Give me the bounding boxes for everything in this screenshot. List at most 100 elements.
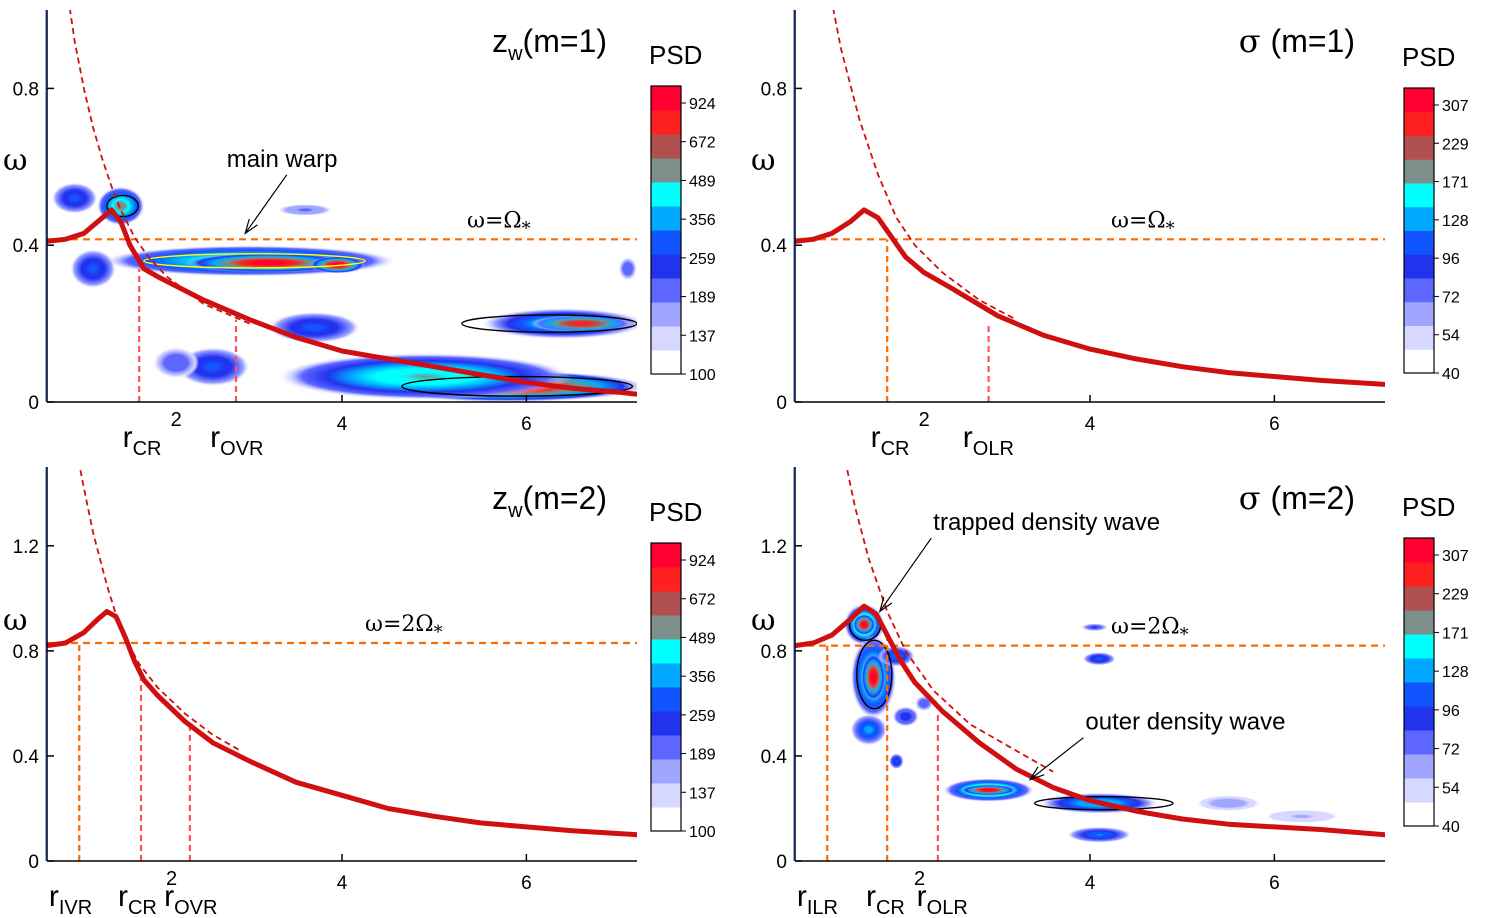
colorbar-tick-label: 672 [689,592,716,609]
y-tick-label: 0 [28,393,39,414]
hline-main: ω=2Ω [365,612,434,637]
hline-main: ω=Ω [1111,208,1166,233]
colorbar-swatch [651,302,681,327]
x-tick-label: 6 [521,414,532,435]
colorbar-swatch [651,86,681,111]
r-superscript: 2 [166,868,177,890]
frequency-curve [47,609,637,838]
y-tick-label: 0 [28,852,39,873]
colorbar-tick-label: 229 [1442,136,1469,153]
r-superscript: 2 [919,409,930,431]
colorbar-tick-label: 189 [689,747,716,764]
y-tick-label: 0 [776,393,787,414]
hline-sub: * [522,218,531,239]
r-sub: OLR [927,897,968,918]
annotation-text: main warp [227,146,338,173]
colorbar-swatch [651,278,681,303]
colorbar-tick-label: 96 [1442,703,1460,720]
colorbar-frame [650,542,682,832]
psd-blob [96,186,145,226]
panel-top-right: 4 600.40.8ωσ (m=1)ω=Ω*rCR2rOLR307229171128… [751,10,1469,460]
resonance-radius-label: rILR [797,880,838,918]
r-base: r [917,880,927,913]
r-base: r [871,421,881,454]
colorbar-swatch [651,326,681,351]
annotation-arrowhead [878,596,893,613]
annotation-arrowhead [244,218,258,235]
resonance-radius-label: rOLR [963,421,1014,460]
annotation-text: outer density wave [1085,709,1285,736]
x-tick-label: 4 [337,414,348,435]
colorbar-swatch [651,615,681,640]
plot-area [47,10,637,402]
panel-bottom-right: 4 600.40.81.2ωσ (m=2)ω=2Ω*rILR rCR2rOLRtrap… [751,467,1469,918]
psd-blob [277,353,573,401]
colorbar-tick-label: 54 [1442,328,1460,345]
pattern-speed-label: ω=2Ω* [365,612,443,643]
frequency-curve [795,603,1385,838]
colorbar-frame [1403,87,1435,374]
colorbar-swatch [1404,778,1434,803]
panel-title: zw(m=2) [492,480,607,522]
r-sub: IVR [59,897,92,918]
colorbar-swatch [1404,682,1434,707]
resonance-radius-label: rCR [118,880,157,918]
colorbar-tick-label: 137 [689,328,716,345]
colorbar-tick-label: 672 [689,135,716,152]
colorbar-swatch [651,254,681,279]
psd-blob [153,347,200,379]
psd-blob [1080,623,1109,632]
r-base: r [123,421,133,454]
colorbar-swatch [651,783,681,808]
psd-blob [850,713,888,746]
colorbar-tick-label: 356 [689,669,716,686]
colorbar-tick-label: 128 [1442,213,1469,230]
colorbar-tick-label: 356 [689,212,716,229]
y-tick-label: 0.4 [13,236,40,257]
colorbar-swatch [1404,349,1434,374]
y-tick-label: 0.8 [13,642,39,663]
colorbar-tick-label: 128 [1442,664,1469,681]
annotation-arrowhead [1028,766,1045,781]
title-rest: (m=2) [1271,480,1355,516]
y-tick-label: 0.4 [13,747,40,768]
r-base: r [210,421,220,454]
plot-area [795,10,1385,402]
psd-blob [1196,795,1261,812]
r-superscript: 2 [914,868,925,890]
title-rest: (m=2) [523,480,607,516]
r-base: r [164,880,174,913]
colorbar-tick-label: 924 [689,553,716,570]
colorbar-tick-label: 40 [1442,366,1460,383]
colorbar: 307 229 171 128 96 72 54 40 PSD [1402,492,1469,836]
y-axis-label: ω [3,603,27,638]
colorbar-swatch [651,687,681,712]
psd-blob [277,204,333,216]
panel-title: σ (m=1) [1239,22,1355,60]
title-sub: w [507,43,523,65]
colorbar-frame [650,85,682,375]
colorbar-swatch [1404,206,1434,231]
title-main: z [492,23,508,59]
resonance-radius-label: rCR [871,421,910,460]
r-sub: OLR [973,438,1014,460]
colorbar-tick-label: 96 [1442,251,1460,268]
r-sub: OVR [220,438,263,460]
psd-blob [268,311,361,344]
panel-title: σ (m=2) [1239,479,1355,517]
colorbar-swatch [651,567,681,592]
psd-blob [861,653,886,701]
colorbar-swatch [651,350,681,375]
colorbar-swatch [651,110,681,135]
colorbar-swatch [651,543,681,568]
colorbar: 307 229 171 128 96 72 54 40 PSD [1402,42,1469,383]
colorbar-swatch [651,711,681,736]
colorbar-tick-label: 489 [689,173,716,190]
colorbar-swatch [1404,706,1434,731]
colorbar-swatch [1404,88,1434,113]
colorbar-swatch [1404,183,1434,208]
colorbar-swatch [1404,802,1434,827]
colorbar-swatch [651,759,681,784]
